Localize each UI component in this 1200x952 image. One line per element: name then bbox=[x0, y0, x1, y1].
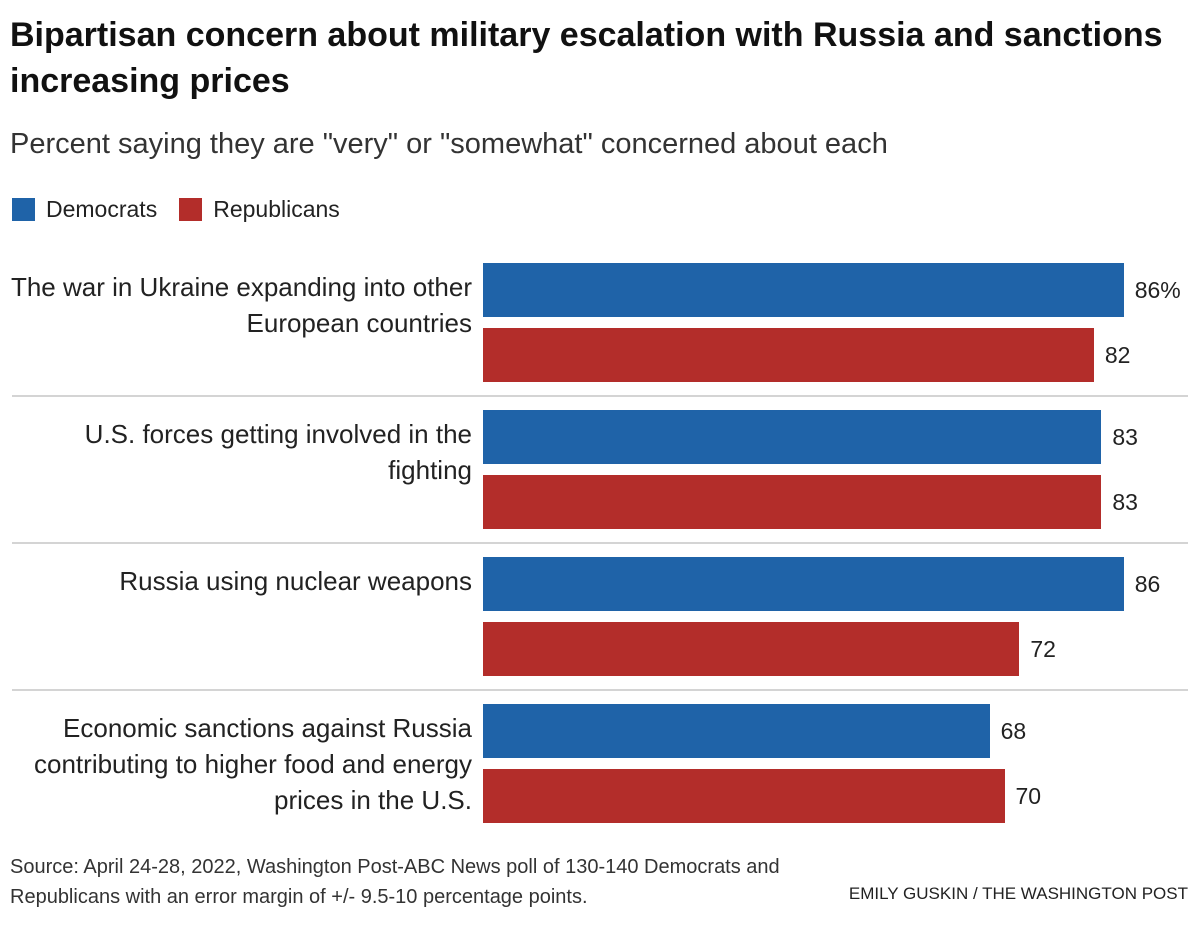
category-label: Russia using nuclear weapons bbox=[119, 566, 472, 596]
value-label: 68 bbox=[1000, 718, 1027, 744]
bar bbox=[483, 622, 1020, 676]
category-label: The war in Ukraine expanding into other … bbox=[10, 272, 472, 338]
bar bbox=[483, 557, 1124, 611]
bar bbox=[483, 263, 1124, 317]
value-label: 83 bbox=[1112, 424, 1138, 450]
category-label: U.S. forces getting involved in the figh… bbox=[84, 419, 472, 485]
bar bbox=[483, 475, 1102, 529]
bar bbox=[483, 328, 1094, 382]
value-label: 83 bbox=[1112, 489, 1138, 515]
separator bbox=[12, 689, 1188, 691]
value-label: 72 bbox=[1030, 636, 1056, 662]
legend-swatch bbox=[179, 198, 203, 221]
bar bbox=[483, 704, 990, 758]
source-note: Source: April 24-28, 2022, Washington Po… bbox=[10, 856, 780, 908]
bar bbox=[483, 410, 1102, 464]
legend-swatch bbox=[12, 198, 35, 221]
bar bbox=[483, 769, 1005, 823]
category-label: Economic sanctions against Russia contri… bbox=[34, 713, 472, 815]
value-label: 86% bbox=[1134, 277, 1181, 303]
value-label: 70 bbox=[1015, 783, 1042, 809]
credit: EMILY GUSKIN / THE WASHINGTON POST bbox=[848, 884, 1188, 903]
value-label: 82 bbox=[1104, 342, 1131, 368]
chart-title: Bipartisan concern about military escala… bbox=[10, 16, 1163, 100]
legend-label: Democrats bbox=[46, 196, 158, 222]
value-label: 86 bbox=[1134, 571, 1161, 597]
chart-subtitle: Percent saying they are "very" or "somew… bbox=[10, 128, 888, 160]
separator bbox=[12, 395, 1188, 397]
separator bbox=[12, 542, 1188, 544]
legend-label: Republicans bbox=[213, 196, 340, 222]
